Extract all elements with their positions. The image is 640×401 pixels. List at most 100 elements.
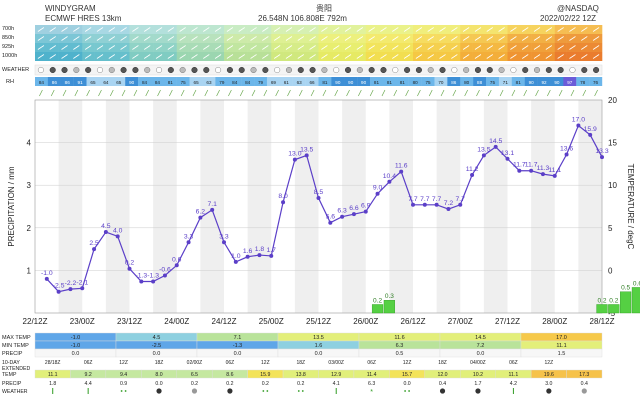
surface-wind-icon bbox=[287, 89, 291, 97]
rh-value: 84 bbox=[142, 80, 148, 85]
wind-barb-icon bbox=[73, 54, 80, 59]
left-tick-label: 2 bbox=[27, 224, 32, 233]
wind-barb-icon bbox=[120, 45, 127, 50]
summary-value: 13.5 bbox=[313, 335, 324, 341]
surface-wind-icon bbox=[322, 89, 327, 97]
temperature-label: 1.0 bbox=[231, 253, 241, 260]
wind-barb-icon bbox=[49, 45, 56, 50]
surface-wind-icon bbox=[381, 89, 386, 97]
summary-value: 11.1 bbox=[556, 343, 566, 349]
scattered-rain-icon bbox=[301, 390, 304, 392]
temperature-point bbox=[139, 279, 144, 284]
wind-barb-icon bbox=[581, 45, 588, 50]
extended-precip: 0.4 bbox=[439, 381, 446, 387]
rh-value: 76 bbox=[593, 80, 599, 85]
wind-barb-icon bbox=[203, 54, 210, 59]
wind-barb-icon bbox=[167, 27, 175, 32]
wind-barb-icon bbox=[108, 27, 116, 32]
wind-barb-icon bbox=[545, 54, 553, 59]
night-band bbox=[389, 100, 413, 313]
summary-row-label: MIN TEMP bbox=[2, 343, 29, 349]
wind-barb-icon bbox=[191, 45, 198, 50]
wind-barb-icon bbox=[545, 27, 553, 32]
wind-barb-icon bbox=[285, 27, 293, 32]
wind-barb-icon bbox=[203, 36, 210, 41]
cloudy-icon bbox=[344, 66, 352, 74]
wind-barb-icon bbox=[380, 36, 387, 41]
wind-barb-icon bbox=[297, 27, 305, 32]
rh-value: 86 bbox=[65, 80, 71, 85]
wind-barb-icon bbox=[179, 54, 186, 59]
model-name: ECMWF HRES 13km bbox=[45, 14, 122, 23]
temperature-label: 13.3 bbox=[595, 148, 608, 155]
extended-temp: 6.5 bbox=[191, 372, 198, 378]
surface-wind-icon bbox=[298, 89, 303, 97]
wind-barb-icon bbox=[392, 27, 399, 32]
wind-barb-icon bbox=[486, 36, 494, 41]
wind-barb-icon bbox=[368, 54, 375, 59]
run-time: 2022/02/22 12Z bbox=[540, 14, 597, 23]
partly-cloudy-icon bbox=[73, 66, 80, 74]
extended-precip: 0.2 bbox=[297, 381, 304, 387]
temperature-label: 13.5 bbox=[300, 146, 313, 153]
surface-wind-icon bbox=[145, 89, 150, 97]
wind-barb-icon bbox=[415, 36, 423, 41]
scattered-rain-icon bbox=[404, 390, 406, 392]
temperature-point bbox=[505, 156, 510, 161]
summary-row-label: PRECIP bbox=[2, 351, 23, 357]
wind-barb-icon bbox=[203, 45, 210, 50]
surface-wind-icon bbox=[452, 89, 457, 97]
surface-wind-icon bbox=[39, 89, 43, 97]
wind-barb-icon bbox=[191, 27, 198, 32]
summary-value: 0.5 bbox=[396, 351, 404, 357]
overcast-icon bbox=[227, 388, 233, 394]
wind-barb-icon bbox=[569, 54, 576, 59]
rh-cell bbox=[370, 77, 384, 86]
rh-value: 79 bbox=[219, 80, 225, 85]
temperature-point bbox=[470, 172, 475, 177]
extended-time: 06Z bbox=[509, 360, 518, 366]
cloudy-icon bbox=[238, 66, 245, 74]
rh-value: 75 bbox=[425, 80, 431, 85]
wind-barb-icon bbox=[533, 45, 541, 50]
summary-value: -1.0 bbox=[71, 335, 80, 341]
extended-temp: 8.0 bbox=[155, 372, 162, 378]
extended-time: 06Z bbox=[84, 360, 93, 366]
wind-barb-icon bbox=[179, 36, 186, 41]
rh-cell bbox=[473, 77, 487, 86]
extended-precip: 0.0 bbox=[403, 381, 410, 387]
scattered-rain-icon bbox=[408, 390, 410, 392]
temperature-point bbox=[411, 202, 415, 207]
extended-time: 12Z bbox=[403, 360, 412, 366]
temperature-label: 6.9 bbox=[361, 203, 371, 210]
temperature-label: 7.2 bbox=[444, 200, 454, 207]
extended-time: 06Z bbox=[367, 360, 376, 366]
rh-cell bbox=[86, 77, 100, 86]
wind-barb-icon bbox=[439, 36, 446, 41]
product-name: WINDYGRAM bbox=[45, 4, 96, 13]
temperature-label: 2.5 bbox=[89, 240, 99, 247]
extended-label: WEATHER bbox=[2, 389, 28, 395]
wind-barb-icon bbox=[427, 45, 434, 50]
wind-barb-icon bbox=[510, 27, 517, 32]
temperature-point bbox=[222, 240, 226, 245]
rh-cell bbox=[318, 77, 332, 86]
extended-time: 12Z bbox=[261, 360, 270, 366]
wind-barb-icon bbox=[167, 45, 175, 50]
night-band bbox=[200, 100, 224, 313]
temperature-label: 6.3 bbox=[337, 208, 347, 215]
summary-value: 0.0 bbox=[153, 351, 161, 357]
partly-cloudy-icon bbox=[108, 66, 115, 74]
partly-cloudy-icon bbox=[321, 66, 328, 74]
cloudy-icon bbox=[522, 66, 529, 74]
wind-barb-icon bbox=[238, 45, 245, 50]
wind-barb-icon bbox=[108, 54, 116, 59]
temperature-point bbox=[493, 144, 498, 149]
wind-barb-icon bbox=[285, 36, 293, 41]
wind-barb-icon bbox=[581, 54, 588, 59]
rh-cell bbox=[292, 77, 306, 86]
cloudy-icon bbox=[191, 388, 198, 394]
snow-icon: * bbox=[370, 389, 373, 396]
wind-barb-icon bbox=[332, 27, 340, 32]
wind-barb-icon bbox=[250, 45, 257, 50]
